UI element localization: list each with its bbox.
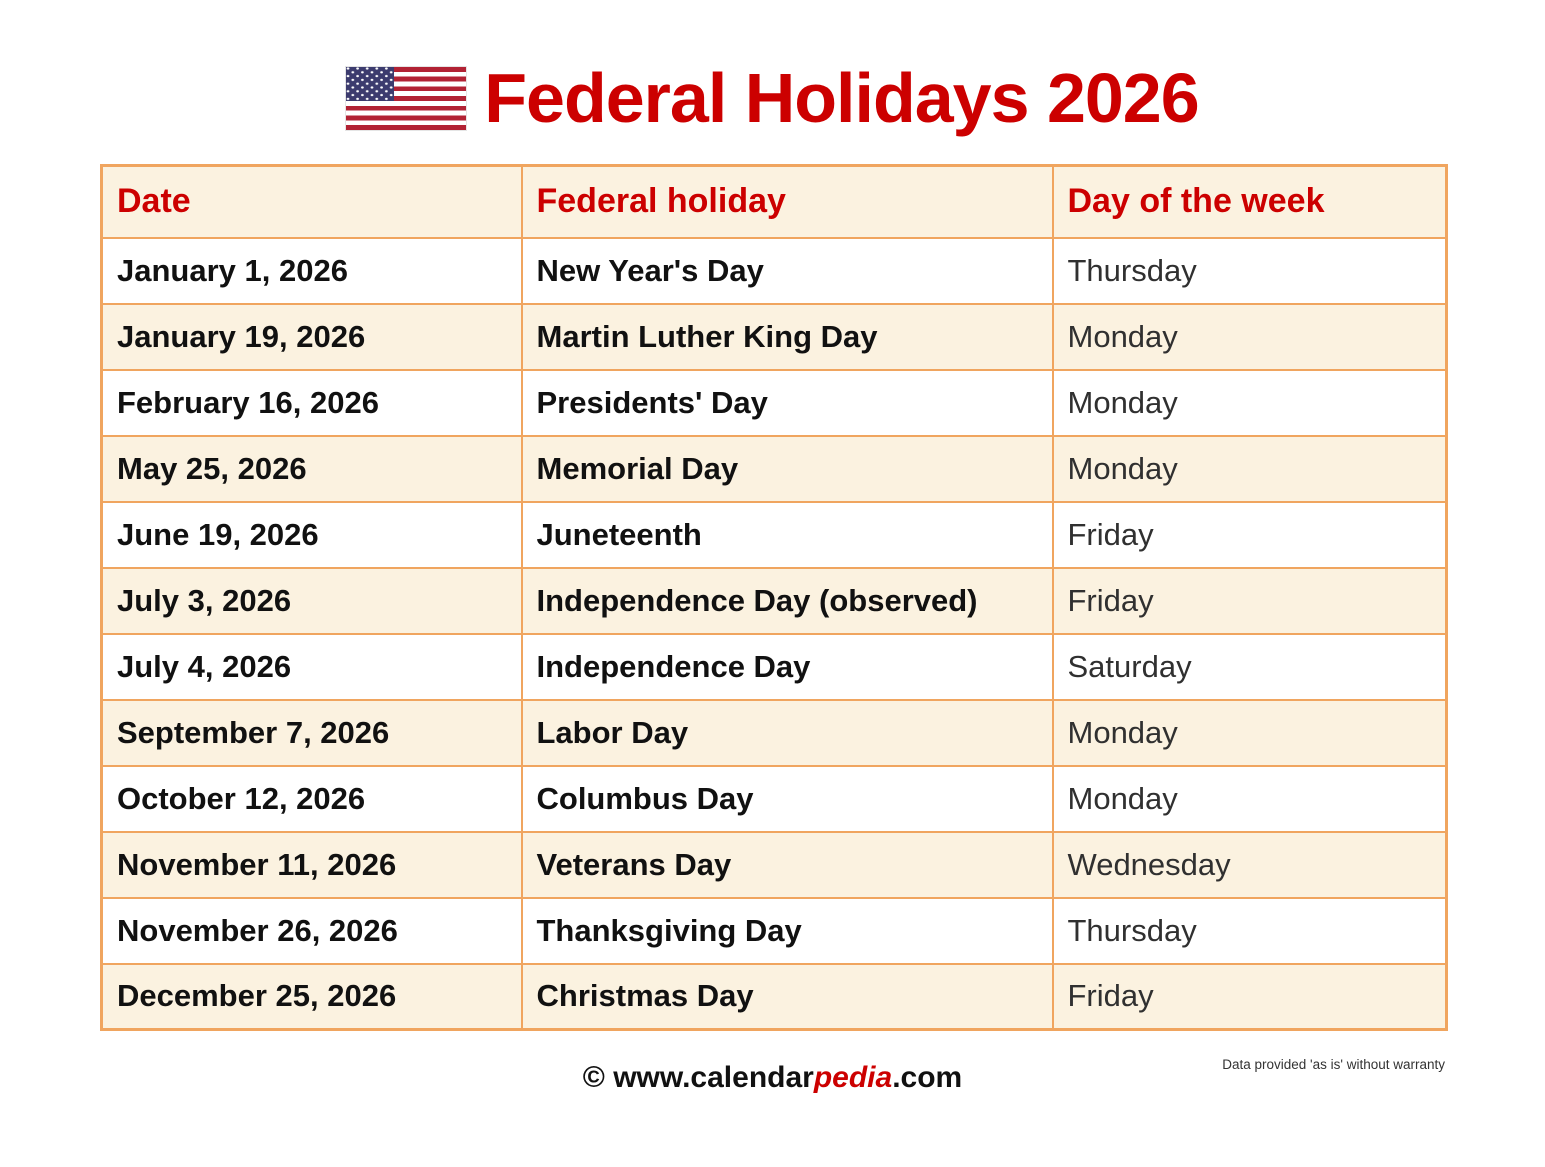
- date-cell: July 3, 2026: [100, 566, 523, 635]
- day-cell: Monday: [1051, 368, 1448, 437]
- day-cell: Wednesday: [1051, 830, 1448, 899]
- date-cell: September 7, 2026: [100, 698, 523, 767]
- copyright-suffix: .com: [892, 1061, 963, 1094]
- date-cell: December 25, 2026: [100, 962, 523, 1031]
- holiday-cell: Juneteenth: [520, 500, 1054, 569]
- column-header-holiday: Federal holiday: [520, 164, 1054, 239]
- date-cell: November 11, 2026: [100, 830, 523, 899]
- date-cell: May 25, 2026: [100, 434, 523, 503]
- copyright-prefix: © www.calendar: [582, 1061, 814, 1094]
- date-cell: November 26, 2026: [100, 896, 523, 965]
- holiday-cell: Thanksgiving Day: [520, 896, 1054, 965]
- table-header-row: Date Federal holiday Day of the week: [100, 164, 1448, 239]
- holiday-cell: New Year's Day: [520, 236, 1054, 305]
- holiday-cell: Independence Day: [520, 632, 1054, 701]
- us-flag-icon: [346, 66, 467, 130]
- table-row: July 4, 2026 Independence Day Saturday: [100, 632, 1448, 701]
- table-row: January 19, 2026 Martin Luther King Day …: [100, 302, 1448, 371]
- column-header-day: Day of the week: [1051, 164, 1448, 239]
- holiday-cell: Presidents' Day: [520, 368, 1054, 437]
- table-row: December 25, 2026 Christmas Day Friday: [100, 962, 1448, 1031]
- day-cell: Monday: [1051, 698, 1448, 767]
- date-cell: January 1, 2026: [100, 236, 523, 305]
- holiday-cell: Christmas Day: [520, 962, 1054, 1031]
- day-cell: Monday: [1051, 434, 1448, 503]
- table-row: July 3, 2026 Independence Day (observed)…: [100, 566, 1448, 635]
- date-cell: June 19, 2026: [100, 500, 523, 569]
- date-cell: January 19, 2026: [100, 302, 523, 371]
- day-cell: Thursday: [1051, 236, 1448, 305]
- date-cell: July 4, 2026: [100, 632, 523, 701]
- date-cell: October 12, 2026: [100, 764, 523, 833]
- holidays-table: Date Federal holiday Day of the week Jan…: [100, 164, 1448, 1031]
- holiday-cell: Martin Luther King Day: [520, 302, 1054, 371]
- table-row: January 1, 2026 New Year's Day Thursday: [100, 236, 1448, 305]
- holiday-cell: Veterans Day: [520, 830, 1054, 899]
- day-cell: Thursday: [1051, 896, 1448, 965]
- disclaimer-text: Data provided 'as is' without warranty: [1222, 1057, 1445, 1072]
- date-cell: February 16, 2026: [100, 368, 523, 437]
- table-row: May 25, 2026 Memorial Day Monday: [100, 434, 1448, 503]
- table-row: September 7, 2026 Labor Day Monday: [100, 698, 1448, 767]
- day-cell: Friday: [1051, 500, 1448, 569]
- table-row: November 26, 2026 Thanksgiving Day Thurs…: [100, 896, 1448, 965]
- page-header: Federal Holidays 2026: [0, 58, 1545, 138]
- table-row: November 11, 2026 Veterans Day Wednesday: [100, 830, 1448, 899]
- copyright-link[interactable]: © www.calendarpedia.com: [583, 1061, 962, 1094]
- us-flag-canton: [346, 66, 395, 101]
- day-cell: Saturday: [1051, 632, 1448, 701]
- copyright-line: © www.calendarpedia.com: [0, 1061, 1545, 1095]
- day-cell: Monday: [1051, 764, 1448, 833]
- table-row: October 12, 2026 Columbus Day Monday: [100, 764, 1448, 833]
- holiday-cell: Columbus Day: [520, 764, 1054, 833]
- page-title: Federal Holidays 2026: [484, 59, 1199, 137]
- table-row: February 16, 2026 Presidents' Day Monday: [100, 368, 1448, 437]
- holiday-cell: Labor Day: [520, 698, 1054, 767]
- holiday-cell: Independence Day (observed): [520, 566, 1054, 635]
- table-row: June 19, 2026 Juneteenth Friday: [100, 500, 1448, 569]
- day-cell: Friday: [1051, 962, 1448, 1031]
- copyright-pedia-highlight: pedia: [813, 1061, 893, 1094]
- day-cell: Monday: [1051, 302, 1448, 371]
- day-cell: Friday: [1051, 566, 1448, 635]
- holiday-cell: Memorial Day: [520, 434, 1054, 503]
- column-header-date: Date: [100, 164, 523, 239]
